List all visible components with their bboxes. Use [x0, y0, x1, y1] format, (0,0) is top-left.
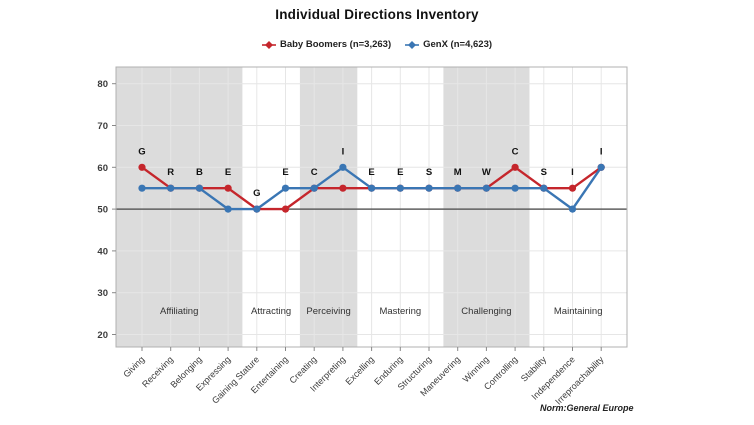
svg-text:80: 80 — [97, 79, 108, 90]
svg-text:Giving: Giving — [121, 354, 146, 379]
svg-text:50: 50 — [97, 205, 108, 216]
legend-label-genx: GenX (n=4,623) — [423, 39, 493, 50]
svg-text:M: M — [454, 167, 462, 178]
y-axis: 20 30 40 50 60 70 80 — [97, 79, 116, 341]
svg-text:I: I — [571, 167, 574, 178]
norm-note: Norm:General Europe — [540, 403, 634, 413]
svg-text:I: I — [342, 146, 345, 157]
svg-text:E: E — [282, 167, 288, 178]
legend-item-baby-boomers: Baby Boomers (n=3,263) — [261, 39, 392, 50]
svg-text:20: 20 — [97, 330, 108, 341]
svg-text:G: G — [253, 188, 260, 199]
legend-item-genx: GenX (n=4,623) — [405, 39, 492, 50]
svg-text:R: R — [167, 167, 174, 178]
svg-text:E: E — [397, 167, 403, 178]
chart-legend: Baby Boomers (n=3,263) GenX (n=4,623) — [0, 39, 754, 50]
svg-text:Perceiving: Perceiving — [306, 306, 350, 317]
svg-text:Affiliating: Affiliating — [160, 306, 198, 317]
group-labels: Affiliating Attracting Perceiving Mastering… — [160, 306, 602, 317]
chart-title: Individual Directions Inventory — [275, 7, 479, 22]
shaded-bands — [116, 67, 530, 347]
svg-text:70: 70 — [97, 121, 108, 132]
point-letter-labels: G R B E G E C I E E S M W C S I I — [138, 146, 602, 199]
svg-text:Attracting: Attracting — [251, 306, 291, 317]
svg-text:C: C — [311, 167, 318, 178]
legend-diamond-marker-icon — [261, 40, 276, 49]
svg-text:S: S — [426, 167, 432, 178]
svg-text:Challenging: Challenging — [461, 306, 511, 317]
svg-text:B: B — [196, 167, 203, 178]
svg-text:E: E — [368, 167, 374, 178]
svg-text:C: C — [512, 146, 519, 157]
svg-text:Maintaining: Maintaining — [554, 306, 603, 317]
x-axis: GivingReceivingBelongingExpressingGainin… — [121, 347, 606, 407]
svg-text:60: 60 — [97, 163, 108, 174]
legend-diamond-marker-icon — [405, 40, 420, 49]
svg-text:G: G — [138, 146, 145, 157]
svg-text:S: S — [541, 167, 547, 178]
gridlines — [116, 67, 627, 347]
svg-text:W: W — [482, 167, 491, 178]
svg-text:I: I — [600, 146, 603, 157]
svg-text:Mastering: Mastering — [379, 306, 421, 317]
series-genx — [138, 163, 605, 213]
svg-text:E: E — [225, 167, 231, 178]
svg-text:30: 30 — [97, 288, 108, 299]
legend-label-baby-boomers: Baby Boomers (n=3,263) — [279, 39, 392, 50]
svg-text:40: 40 — [97, 246, 108, 257]
svg-text:Excelling: Excelling — [343, 354, 376, 387]
